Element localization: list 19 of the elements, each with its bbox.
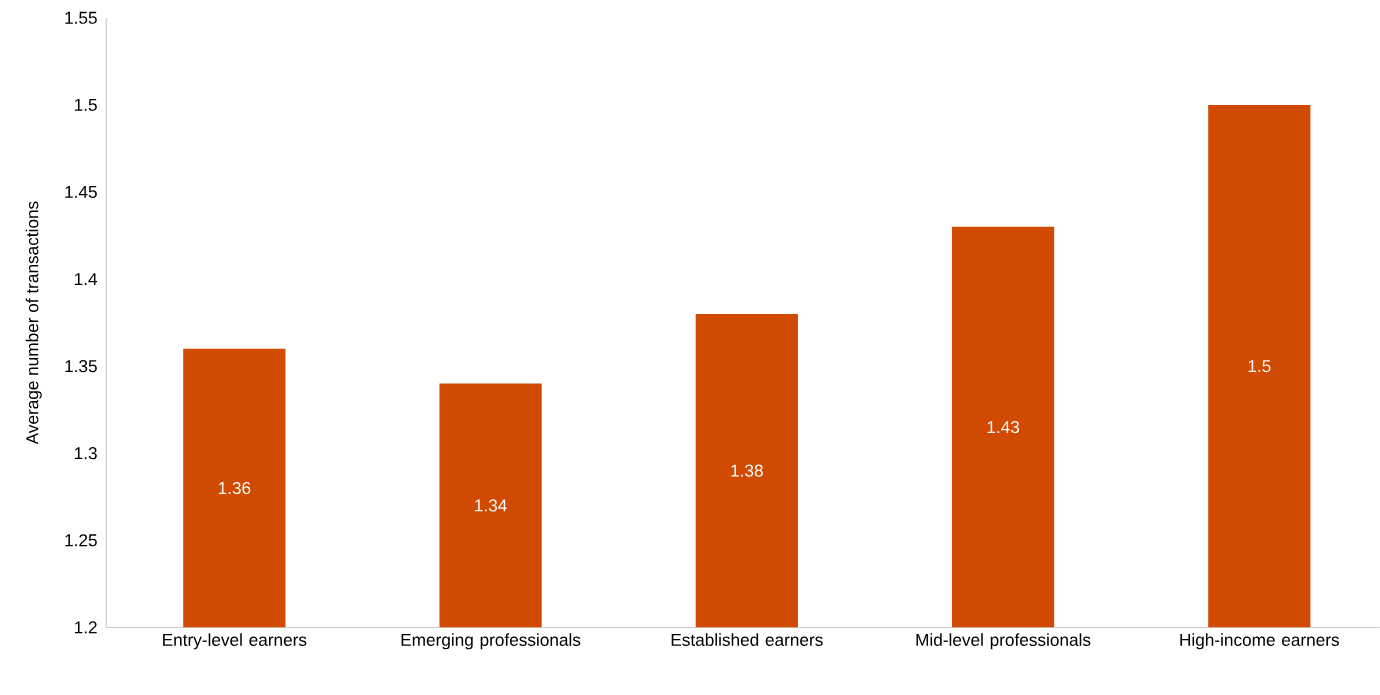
y-tick-label: 1.5 [74, 99, 97, 112]
y-tick-label: 1.45 [65, 186, 97, 199]
x-tick-label: High-income earners [1180, 633, 1339, 650]
data-label: 1.43 [987, 421, 1020, 434]
x-tick-label: Emerging professionals [401, 633, 581, 650]
data-label: 1.34 [475, 499, 507, 512]
y-tick-label: 1.55 [65, 11, 97, 24]
x-tick-label: Entry-level earners [163, 633, 307, 650]
y-tick-label: 1.35 [65, 360, 97, 373]
data-label: 1.5 [1248, 360, 1271, 373]
y-tick-label: 1.25 [65, 534, 97, 547]
y-axis-title: Average number of transactions [25, 201, 42, 445]
y-tick-label: 1.3 [74, 447, 97, 460]
data-label: 1.38 [731, 464, 763, 477]
y-tick-label: 1.4 [74, 273, 98, 286]
y-tick-label: 1.2 [74, 621, 97, 634]
x-tick-label: Established earners [671, 633, 823, 647]
x-tick-label: Mid-level professionals [916, 633, 1091, 650]
data-label: 1.36 [218, 482, 251, 495]
